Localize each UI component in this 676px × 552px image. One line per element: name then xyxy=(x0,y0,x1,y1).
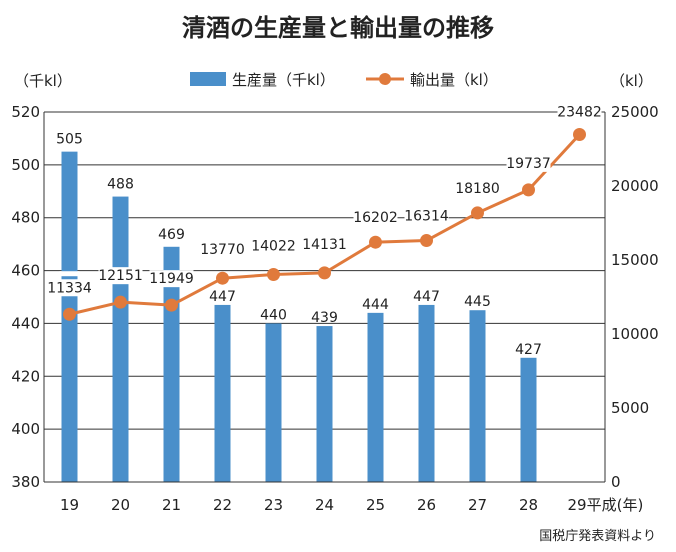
line-path xyxy=(69,133,581,316)
line-label-bg xyxy=(302,235,347,253)
legend-bar-label: 生産量（千kl） xyxy=(232,71,335,89)
line-point xyxy=(369,235,382,249)
line-value-label: 16314 xyxy=(404,209,449,225)
left-tick-label: 500 xyxy=(11,156,40,174)
x-tick-label: 24 xyxy=(315,496,334,514)
line-label-bg xyxy=(251,237,296,255)
right-tick-label: 20000 xyxy=(611,177,659,195)
line-value-label: 14131 xyxy=(302,237,347,253)
line-point xyxy=(573,127,586,141)
line-label-bg xyxy=(200,241,245,259)
line-series xyxy=(63,127,586,321)
line-label-bg xyxy=(557,103,602,121)
line-value-label: 12151 xyxy=(98,268,143,284)
x-tick-label: 28 xyxy=(519,496,538,514)
bar-value-label: 469 xyxy=(158,227,185,243)
x-tick-label: 22 xyxy=(213,496,232,514)
bar xyxy=(316,326,333,482)
x-tick-label: 21 xyxy=(162,496,181,514)
line-point xyxy=(63,307,76,321)
line-point xyxy=(165,298,178,312)
right-tick-label: 25000 xyxy=(611,103,659,121)
line-value-label: 16202 xyxy=(353,210,398,226)
bar xyxy=(418,304,435,482)
x-tick-label: 25 xyxy=(366,496,385,514)
right-tick-label: 15000 xyxy=(611,251,659,269)
line-point xyxy=(522,183,535,197)
bar xyxy=(367,312,384,482)
right-axis-unit: （kl） xyxy=(610,72,653,90)
bar-value-label: 447 xyxy=(413,289,440,305)
bar-value-label: 447 xyxy=(209,289,236,305)
bar xyxy=(520,357,537,482)
line-label-bg xyxy=(47,279,92,297)
left-tick-label: 440 xyxy=(11,314,40,332)
x-tick-label: 26 xyxy=(417,496,436,514)
left-tick-label: 400 xyxy=(11,420,40,438)
line-point xyxy=(318,266,331,280)
line-point xyxy=(420,234,433,248)
line-value-label: 18180 xyxy=(455,181,500,197)
legend: 生産量（千kl） 輸出量（kl） xyxy=(190,71,498,89)
line-label-bg xyxy=(149,270,194,288)
bar-value-label: 488 xyxy=(107,177,134,193)
line-label-bg xyxy=(455,179,500,197)
bar xyxy=(469,310,486,482)
x-tick-label: 23 xyxy=(264,496,283,514)
bar xyxy=(112,196,129,483)
axes: 380 400 420 440 460 480 500 520 0 5000 10000 15000 2… xyxy=(11,103,658,514)
line-label-bg xyxy=(404,207,449,225)
left-tick-label: 420 xyxy=(11,367,40,385)
left-axis-unit: （千kl） xyxy=(14,72,72,90)
bar-series xyxy=(59,151,537,483)
line-value-label: 11949 xyxy=(149,271,194,287)
left-tick-label: 460 xyxy=(11,262,40,280)
line-value-label: 11334 xyxy=(47,280,92,296)
bar xyxy=(265,323,282,482)
line-value-label: 19737 xyxy=(506,156,551,172)
chart-title: 清酒の生産量と輸出量の推移 xyxy=(182,14,494,42)
line-label-bg xyxy=(353,209,398,227)
line-point xyxy=(114,295,127,309)
bar-value-label: 439 xyxy=(311,310,338,326)
left-tick-label: 520 xyxy=(11,103,40,121)
bar-value-label: 440 xyxy=(260,307,287,323)
x-tick-label: 29平成(年) xyxy=(568,496,644,514)
bar-value-label: 444 xyxy=(362,297,389,313)
line-point xyxy=(471,206,484,220)
x-tick-label: 19 xyxy=(60,496,79,514)
right-tick-label: 5000 xyxy=(611,399,649,417)
bar-break-gap xyxy=(59,271,80,277)
bar-value-label: 505 xyxy=(56,132,83,148)
data-labels: 505 488 469 447 440 439 444 447 445 427 11334 12151… xyxy=(47,103,602,358)
line-label-bg xyxy=(98,267,143,285)
x-tick-label: 27 xyxy=(468,496,487,514)
right-tick-label: 0 xyxy=(611,473,621,491)
line-point xyxy=(267,267,280,281)
line-point xyxy=(216,271,229,285)
line-value-label: 13770 xyxy=(200,242,245,258)
left-tick-label: 380 xyxy=(11,473,40,491)
legend-line-marker xyxy=(379,73,391,85)
legend-bar-swatch xyxy=(190,72,226,86)
line-value-label: 14022 xyxy=(251,238,296,254)
bar xyxy=(214,304,231,482)
left-tick-label: 480 xyxy=(11,209,40,227)
legend-line-label: 輸出量（kl） xyxy=(410,71,498,89)
line-label-bg xyxy=(506,154,551,172)
right-tick-label: 10000 xyxy=(611,325,659,343)
bar-value-label: 427 xyxy=(515,342,542,358)
source-note: 国税庁発表資料より xyxy=(539,529,656,544)
line-value-label: 23482 xyxy=(557,104,602,120)
bar-value-label: 445 xyxy=(464,294,491,310)
x-tick-label: 20 xyxy=(111,496,130,514)
